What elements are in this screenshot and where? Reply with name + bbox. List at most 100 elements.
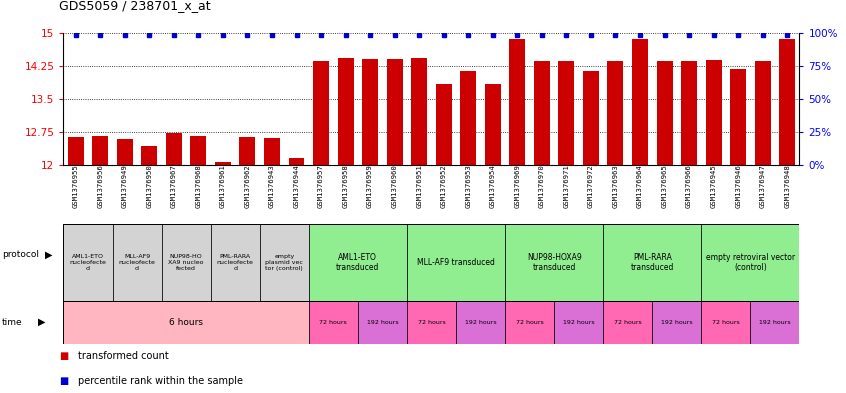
Text: empty retroviral vector
(control): empty retroviral vector (control) bbox=[706, 253, 795, 272]
Text: MLL-AF9 transduced: MLL-AF9 transduced bbox=[417, 258, 495, 267]
Text: 6 hours: 6 hours bbox=[169, 318, 203, 327]
Bar bbox=[681, 61, 697, 165]
Bar bbox=[313, 61, 329, 165]
Text: GSM1376952: GSM1376952 bbox=[441, 164, 447, 208]
Bar bbox=[436, 84, 452, 165]
Bar bbox=[407, 224, 505, 301]
Text: GSM1376948: GSM1376948 bbox=[784, 164, 790, 208]
Bar bbox=[63, 301, 309, 344]
Text: ■: ■ bbox=[59, 351, 69, 361]
Text: NUP98-HO
XA9 nucleo
fected: NUP98-HO XA9 nucleo fected bbox=[168, 254, 204, 271]
Bar bbox=[411, 57, 427, 165]
Text: GSM1376954: GSM1376954 bbox=[490, 164, 496, 208]
Text: GDS5059 / 238701_x_at: GDS5059 / 238701_x_at bbox=[59, 0, 211, 12]
Text: 192 hours: 192 hours bbox=[759, 320, 791, 325]
Bar bbox=[190, 136, 206, 165]
Bar bbox=[387, 59, 403, 165]
Bar bbox=[215, 162, 231, 165]
Text: GSM1376965: GSM1376965 bbox=[662, 164, 667, 208]
Bar bbox=[68, 136, 84, 165]
Bar bbox=[558, 61, 574, 165]
Text: GSM1376960: GSM1376960 bbox=[392, 164, 398, 208]
Text: GSM1376958: GSM1376958 bbox=[343, 164, 349, 208]
Bar bbox=[730, 68, 746, 165]
Text: 192 hours: 192 hours bbox=[661, 320, 693, 325]
Text: NUP98-HOXA9
transduced: NUP98-HOXA9 transduced bbox=[527, 253, 581, 272]
Bar bbox=[656, 61, 673, 165]
Bar bbox=[211, 224, 260, 301]
Text: GSM1376943: GSM1376943 bbox=[269, 164, 275, 208]
Bar bbox=[407, 301, 456, 344]
Text: GSM1376957: GSM1376957 bbox=[318, 164, 324, 208]
Bar bbox=[485, 84, 501, 165]
Text: 192 hours: 192 hours bbox=[464, 320, 497, 325]
Bar bbox=[607, 61, 624, 165]
Text: ■: ■ bbox=[59, 376, 69, 386]
Bar bbox=[141, 146, 157, 165]
Text: PML-RARA
nucleofecte
d: PML-RARA nucleofecte d bbox=[217, 254, 254, 271]
Bar bbox=[505, 301, 554, 344]
Text: GSM1376946: GSM1376946 bbox=[735, 164, 741, 208]
Bar bbox=[554, 301, 603, 344]
Bar bbox=[288, 158, 305, 165]
Text: 72 hours: 72 hours bbox=[712, 320, 739, 325]
Text: GSM1376951: GSM1376951 bbox=[416, 164, 422, 208]
Bar bbox=[701, 301, 750, 344]
Text: GSM1376959: GSM1376959 bbox=[367, 164, 373, 208]
Text: GSM1376955: GSM1376955 bbox=[73, 164, 79, 208]
Text: GSM1376968: GSM1376968 bbox=[195, 164, 201, 208]
Text: GSM1376944: GSM1376944 bbox=[294, 164, 299, 208]
Bar bbox=[583, 71, 599, 165]
Bar bbox=[260, 224, 309, 301]
Text: GSM1376966: GSM1376966 bbox=[686, 164, 692, 208]
Text: time: time bbox=[2, 318, 22, 327]
Bar bbox=[309, 301, 358, 344]
Bar bbox=[92, 136, 108, 165]
Text: ▶: ▶ bbox=[45, 250, 52, 259]
Text: GSM1376963: GSM1376963 bbox=[613, 164, 618, 208]
Text: 72 hours: 72 hours bbox=[516, 320, 543, 325]
Bar bbox=[652, 301, 701, 344]
Bar bbox=[750, 301, 799, 344]
Text: GSM1376945: GSM1376945 bbox=[711, 164, 717, 208]
Bar bbox=[117, 139, 133, 165]
Bar bbox=[113, 224, 162, 301]
Bar bbox=[534, 61, 550, 165]
Text: 72 hours: 72 hours bbox=[320, 320, 347, 325]
Text: GSM1376956: GSM1376956 bbox=[97, 164, 103, 208]
Text: GSM1376972: GSM1376972 bbox=[588, 164, 594, 208]
Text: AML1-ETO
nucleofecte
d: AML1-ETO nucleofecte d bbox=[69, 254, 107, 271]
Text: GSM1376969: GSM1376969 bbox=[514, 164, 520, 208]
Bar bbox=[779, 39, 795, 165]
Text: GSM1376949: GSM1376949 bbox=[122, 164, 128, 208]
Bar bbox=[63, 224, 113, 301]
Bar bbox=[264, 138, 280, 165]
Text: ▶: ▶ bbox=[38, 317, 45, 327]
Text: GSM1376967: GSM1376967 bbox=[171, 164, 177, 208]
Text: GSM1376971: GSM1376971 bbox=[563, 164, 569, 208]
Bar bbox=[509, 39, 525, 165]
Text: 72 hours: 72 hours bbox=[418, 320, 445, 325]
Bar bbox=[166, 134, 182, 165]
Bar bbox=[706, 60, 722, 165]
Text: percentile rank within the sample: percentile rank within the sample bbox=[78, 376, 243, 386]
Text: 72 hours: 72 hours bbox=[614, 320, 641, 325]
Bar bbox=[358, 301, 407, 344]
Text: GSM1376953: GSM1376953 bbox=[465, 164, 471, 208]
Text: empty
plasmid vec
tor (control): empty plasmid vec tor (control) bbox=[266, 254, 303, 271]
Text: transformed count: transformed count bbox=[78, 351, 168, 361]
Bar bbox=[162, 224, 211, 301]
Bar bbox=[460, 71, 476, 165]
Bar bbox=[701, 224, 799, 301]
Bar bbox=[603, 224, 701, 301]
Text: GSM1376961: GSM1376961 bbox=[220, 164, 226, 208]
Text: GSM1376947: GSM1376947 bbox=[760, 164, 766, 208]
Text: protocol: protocol bbox=[2, 250, 39, 259]
Bar bbox=[755, 61, 771, 165]
Bar bbox=[309, 224, 407, 301]
Text: GSM1376964: GSM1376964 bbox=[637, 164, 643, 208]
Text: GSM1376962: GSM1376962 bbox=[244, 164, 250, 208]
Bar bbox=[632, 39, 648, 165]
Text: GSM1376950: GSM1376950 bbox=[146, 164, 152, 208]
Text: PML-RARA
transduced: PML-RARA transduced bbox=[630, 253, 674, 272]
